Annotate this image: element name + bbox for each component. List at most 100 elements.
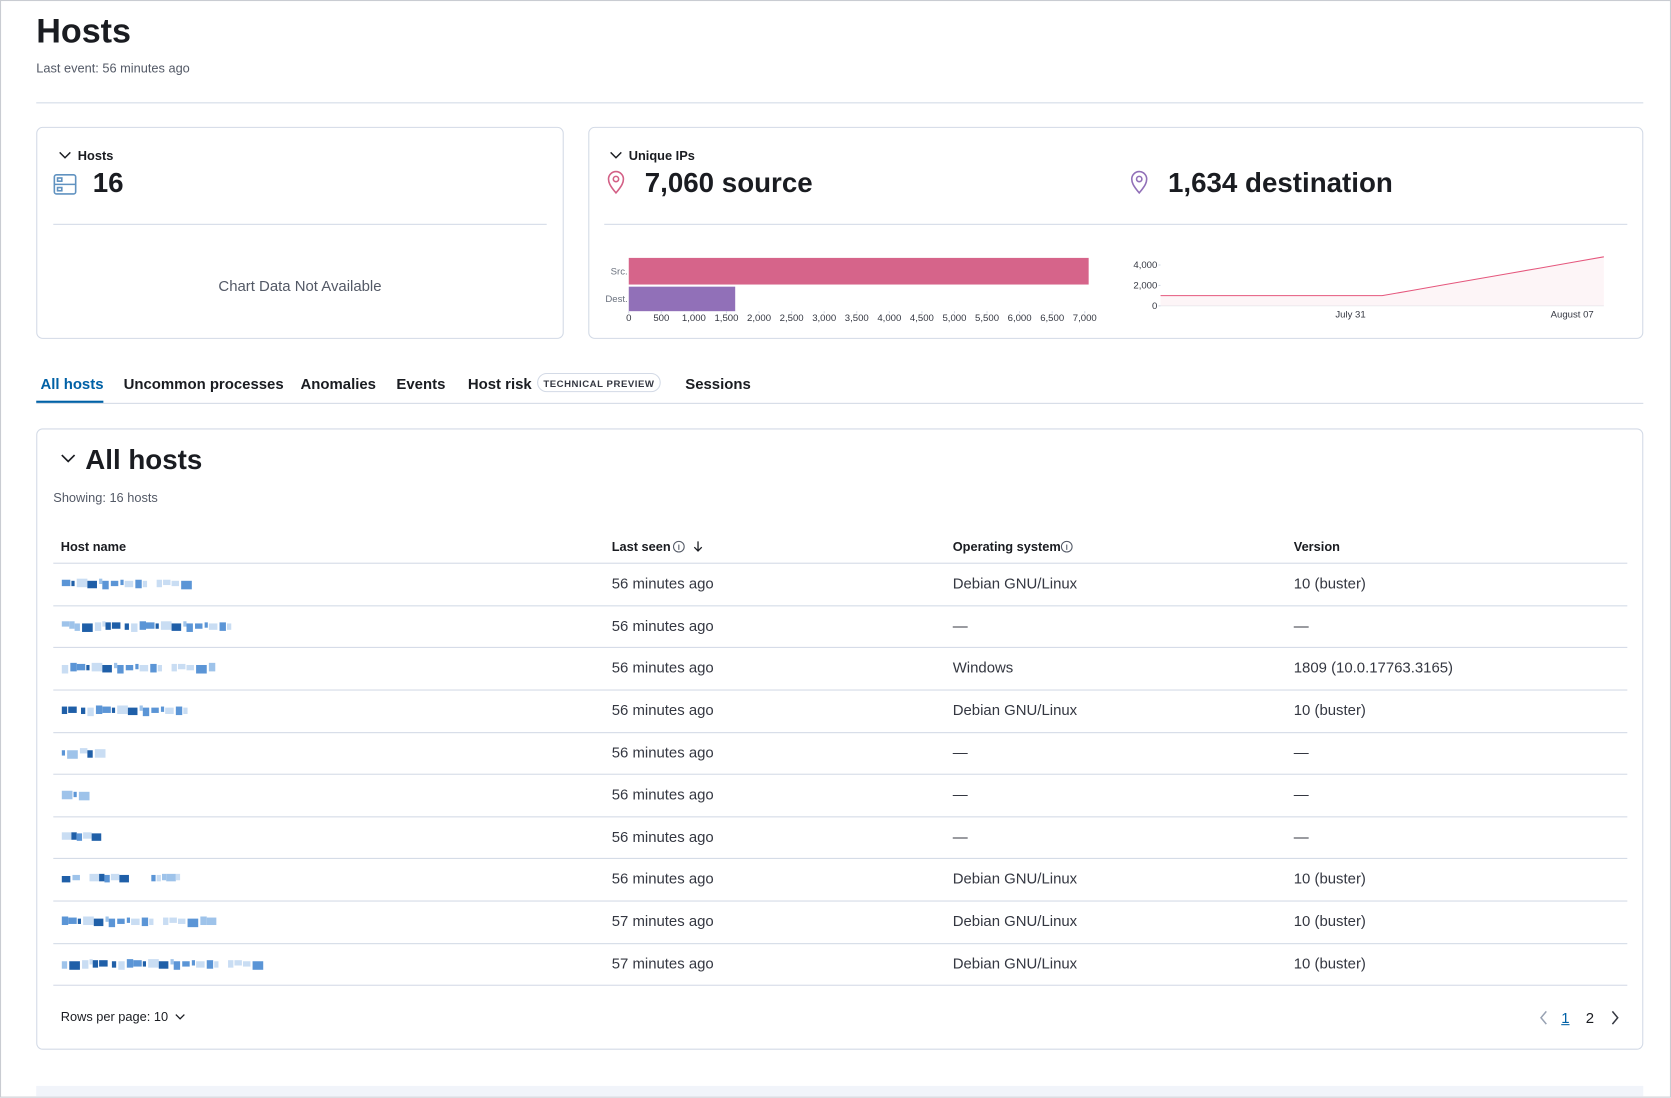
redacted-name[interactable] <box>93 918 104 927</box>
chevron[interactable] <box>59 151 71 159</box>
redacted-name[interactable] <box>151 707 159 713</box>
redacted-name[interactable] <box>102 706 111 713</box>
redacted-name[interactable] <box>83 831 92 839</box>
redacted-name[interactable] <box>87 580 97 589</box>
redacted-name[interactable] <box>165 707 174 715</box>
redacted-name[interactable] <box>71 580 75 587</box>
redacted-name[interactable] <box>171 622 182 631</box>
redacted-name[interactable] <box>102 620 106 627</box>
column-header[interactable]: Operating system <box>952 539 1061 555</box>
redacted-name[interactable] <box>139 705 143 711</box>
redacted-name[interactable] <box>89 873 100 882</box>
redacted-name[interactable] <box>119 874 129 883</box>
redacted-name[interactable] <box>82 622 93 632</box>
redacted-name[interactable] <box>149 918 154 926</box>
panel-title[interactable]: Unique IPs <box>628 148 695 164</box>
redacted-name[interactable] <box>151 874 156 882</box>
redacted-name[interactable] <box>70 662 77 672</box>
redacted-name[interactable] <box>117 705 128 715</box>
redacted-name[interactable] <box>73 791 77 798</box>
redacted-name[interactable] <box>99 959 108 967</box>
redacted-name[interactable] <box>204 621 208 628</box>
redacted-name[interactable] <box>131 918 140 926</box>
redacted-name[interactable] <box>161 873 167 881</box>
redacted-name[interactable] <box>91 832 102 841</box>
redacted-name[interactable] <box>71 831 77 840</box>
redacted-name[interactable] <box>89 958 93 964</box>
redacted-name[interactable] <box>102 664 112 673</box>
info-icon[interactable] <box>672 540 685 553</box>
next-page[interactable] <box>1611 1010 1619 1025</box>
redacted-name[interactable] <box>110 580 119 587</box>
redacted-name[interactable] <box>175 873 181 881</box>
redacted-name[interactable] <box>86 664 90 671</box>
redacted-name[interactable] <box>87 707 94 717</box>
redacted-name[interactable] <box>177 663 186 670</box>
redacted-name[interactable] <box>166 873 176 882</box>
panel-title[interactable]: Hosts <box>77 148 114 164</box>
redacted-name[interactable] <box>117 918 125 924</box>
redacted-name[interactable] <box>61 579 71 587</box>
redacted-name[interactable] <box>242 960 251 967</box>
redacted-name[interactable] <box>68 917 77 924</box>
redacted-name[interactable] <box>155 622 159 629</box>
redacted-name[interactable] <box>158 960 169 969</box>
redacted-name[interactable] <box>160 706 165 712</box>
redacted-name[interactable] <box>156 579 162 588</box>
info-icon[interactable] <box>1060 540 1073 553</box>
redacted-name[interactable] <box>83 916 94 926</box>
redacted-name[interactable] <box>61 664 69 674</box>
redacted-name[interactable] <box>111 960 117 968</box>
redacted-name[interactable] <box>92 959 99 968</box>
redacted-name[interactable] <box>133 959 142 967</box>
tab[interactable]: Sessions <box>685 375 751 393</box>
page-link[interactable]: 2 <box>1585 1009 1595 1027</box>
redacted-name[interactable] <box>95 705 103 715</box>
redacted-name[interactable] <box>141 917 149 927</box>
redacted-name[interactable] <box>110 873 120 881</box>
redacted-name[interactable] <box>61 960 68 969</box>
redacted-name[interactable] <box>80 707 86 715</box>
redacted-name[interactable] <box>68 706 77 713</box>
redacted-name[interactable] <box>170 958 174 964</box>
redacted-name[interactable] <box>195 622 203 629</box>
redacted-name[interactable] <box>99 873 105 882</box>
redacted-name[interactable] <box>61 875 71 883</box>
redacted-name[interactable] <box>181 580 192 590</box>
redacted-name[interactable] <box>61 790 73 800</box>
redacted-name[interactable] <box>105 621 111 630</box>
redacted-name[interactable] <box>135 579 142 589</box>
redacted-name[interactable] <box>74 622 80 631</box>
redacted-name[interactable] <box>173 960 181 970</box>
redacted-name[interactable] <box>148 958 159 968</box>
redacted-name[interactable] <box>186 622 193 632</box>
redacted-name[interactable] <box>228 959 234 968</box>
redacted-name[interactable] <box>120 579 124 586</box>
redacted-name[interactable] <box>208 662 216 672</box>
redacted-name[interactable] <box>111 621 121 629</box>
redacted-name[interactable] <box>111 707 116 713</box>
redacted-name[interactable] <box>126 917 131 923</box>
redacted-name[interactable] <box>163 579 171 586</box>
redacted-name[interactable] <box>105 916 109 922</box>
redacted-name[interactable] <box>157 664 162 672</box>
sort-arrow[interactable] <box>693 541 703 552</box>
tab[interactable]: All hosts <box>40 375 104 393</box>
chevron[interactable] <box>175 1014 185 1020</box>
rows-per-page[interactable]: Rows per page: 10 <box>60 1009 169 1025</box>
redacted-name[interactable] <box>183 620 187 627</box>
redacted-name[interactable] <box>61 831 72 840</box>
redacted-name[interactable] <box>171 580 180 587</box>
redacted-name[interactable] <box>78 791 90 801</box>
redacted-name[interactable] <box>196 960 205 968</box>
redacted-name[interactable] <box>131 622 138 632</box>
redacted-name[interactable] <box>94 621 102 631</box>
redacted-name[interactable] <box>169 917 177 923</box>
redacted-name[interactable] <box>61 916 69 926</box>
prev-page[interactable] <box>1540 1010 1547 1025</box>
redacted-name[interactable] <box>61 749 66 756</box>
redacted-name[interactable] <box>150 663 157 673</box>
redacted-name[interactable] <box>219 621 226 631</box>
redacted-name[interactable] <box>206 959 214 969</box>
column-header[interactable]: Version <box>1293 539 1340 555</box>
